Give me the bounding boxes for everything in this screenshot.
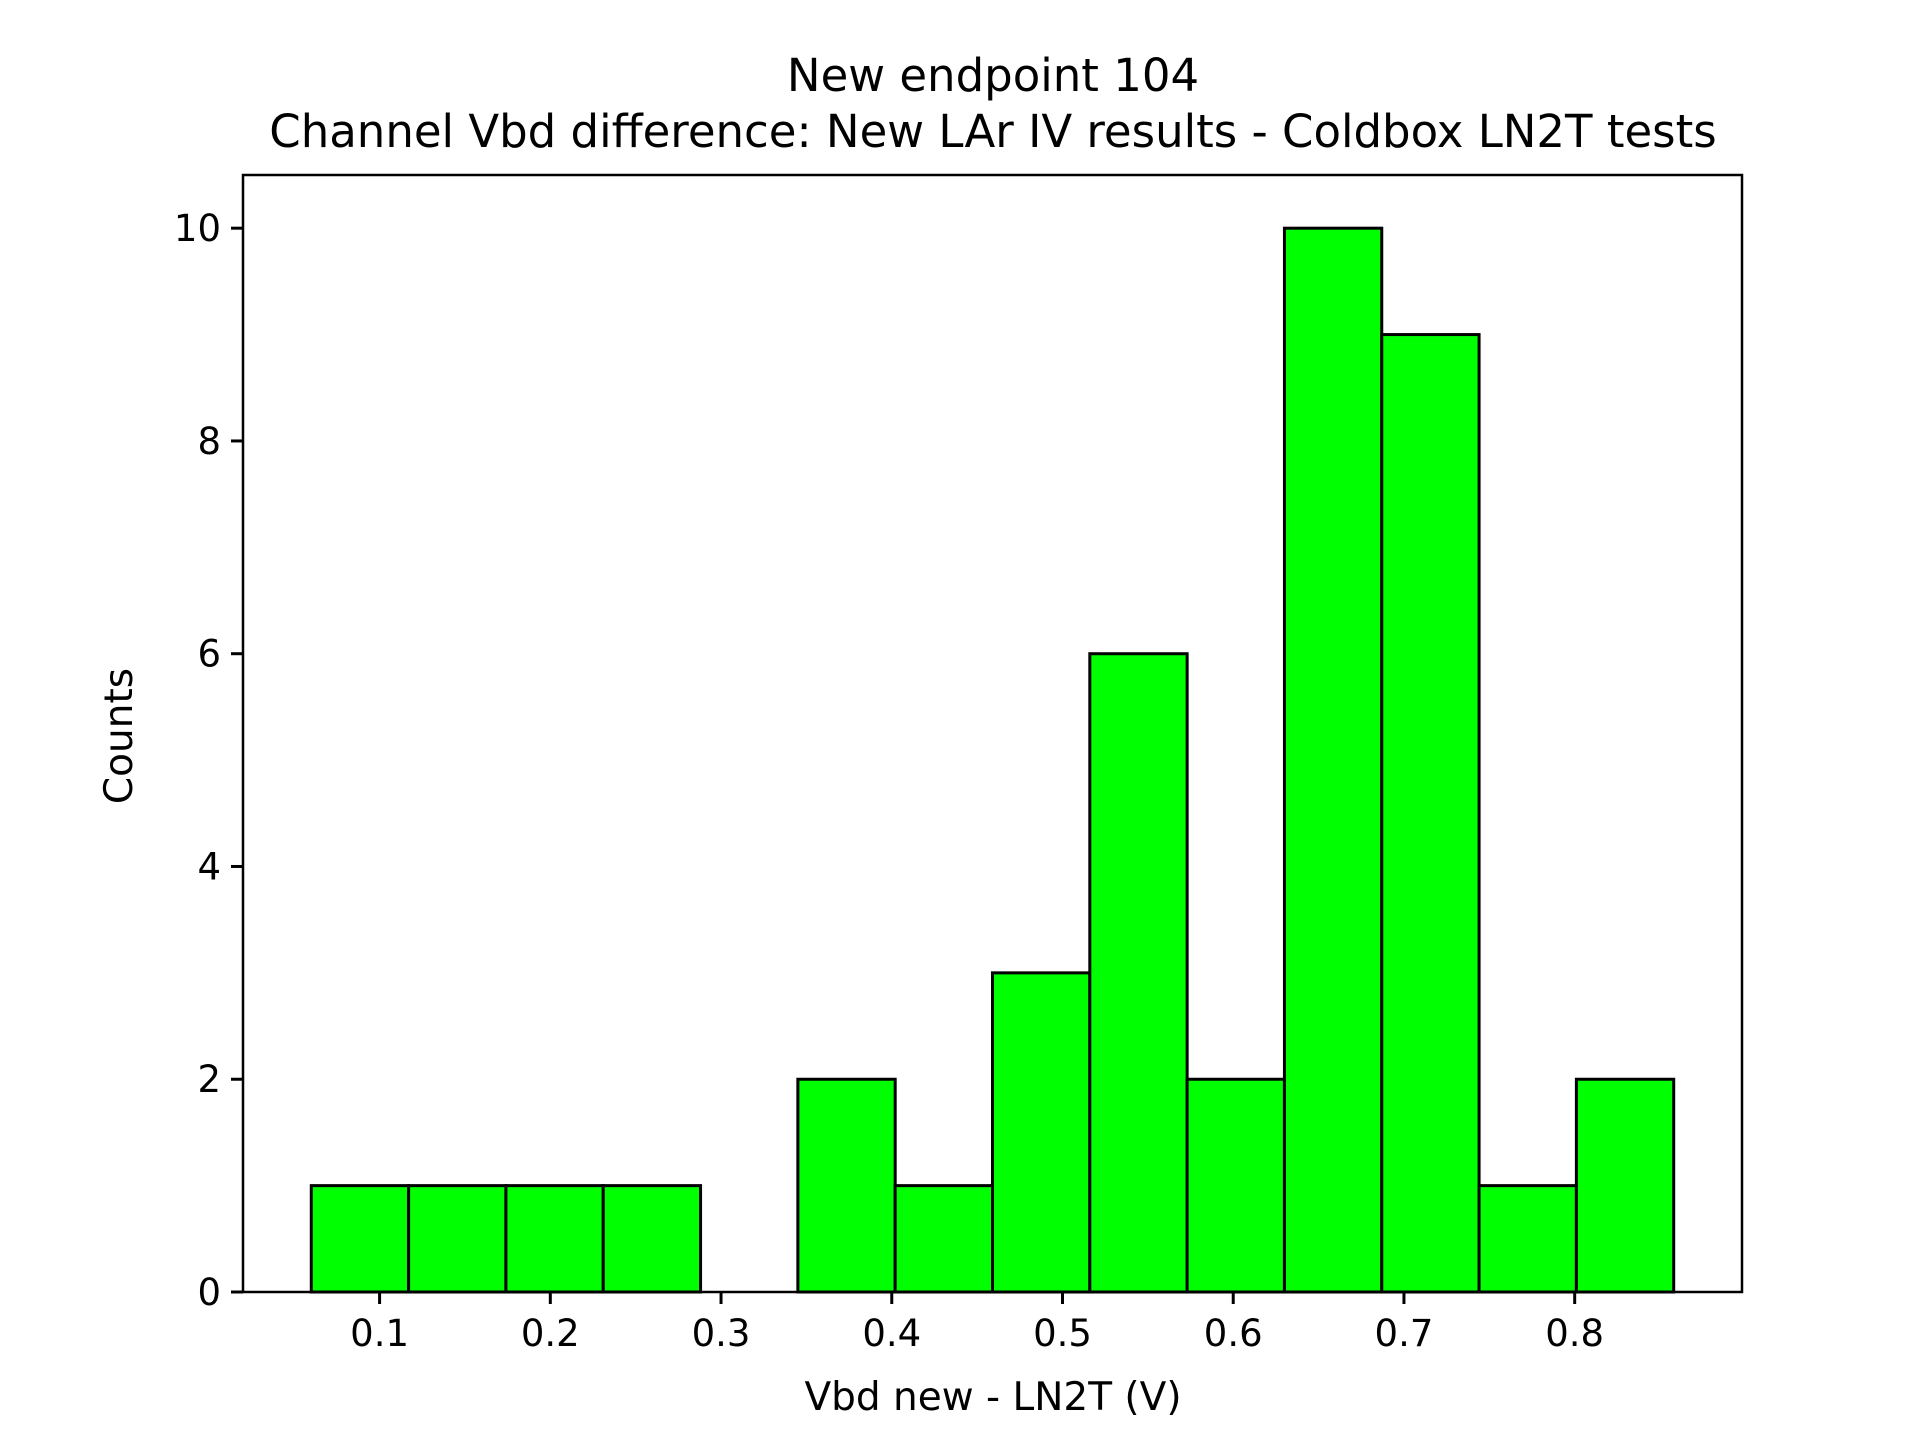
y-tick-label: 2	[197, 1058, 221, 1101]
y-tick-label: 6	[197, 633, 221, 676]
histogram-bar-2	[407, 1184, 508, 1294]
x-tick-label: 0.2	[521, 1312, 580, 1355]
x-tick-label: 0.7	[1375, 1312, 1434, 1355]
y-tick-label: 4	[197, 845, 221, 888]
histogram-bar-3	[504, 1184, 605, 1294]
histogram-bar-14	[1574, 1077, 1676, 1294]
y-tick-label: 10	[174, 207, 221, 250]
histogram-bar-6	[796, 1077, 897, 1294]
x-axis-ticks: 0.1 0.2 0.3 0.4 0.5 0.6 0.7 0.8	[350, 1292, 1604, 1355]
histogram-bar-12	[1380, 333, 1481, 1294]
histogram-bar-11	[1282, 226, 1384, 1294]
x-tick-label: 0.3	[692, 1312, 751, 1355]
histogram-bar-10	[1185, 1077, 1286, 1294]
histogram-bars	[309, 226, 1676, 1294]
histogram-bar-13	[1477, 1184, 1578, 1294]
histogram-bar-9	[1088, 652, 1189, 1294]
chart-title-line-1: New endpoint 104	[787, 49, 1199, 102]
chart-title-line-2: Channel Vbd difference: New LAr IV resul…	[269, 105, 1716, 158]
x-tick-label: 0.5	[1033, 1312, 1092, 1355]
y-tick-label: 8	[197, 420, 221, 463]
x-tick-label: 0.4	[862, 1312, 921, 1355]
y-tick-label: 0	[197, 1271, 221, 1314]
x-axis-label: Vbd new - LN2T (V)	[804, 1375, 1181, 1420]
histogram-bar-1	[309, 1184, 411, 1294]
plot-area-frame	[241, 173, 1744, 1294]
x-tick-label: 0.8	[1545, 1312, 1604, 1355]
y-axis-label: Counts	[97, 668, 142, 804]
histogram-bar-7	[893, 1184, 994, 1294]
histogram-bar-8	[991, 971, 1092, 1294]
histogram-bar-4	[601, 1184, 703, 1294]
x-tick-label: 0.1	[350, 1312, 409, 1355]
y-axis-ticks: 0 2 4 6 8 10	[174, 207, 243, 1314]
x-tick-label: 0.6	[1204, 1312, 1263, 1355]
